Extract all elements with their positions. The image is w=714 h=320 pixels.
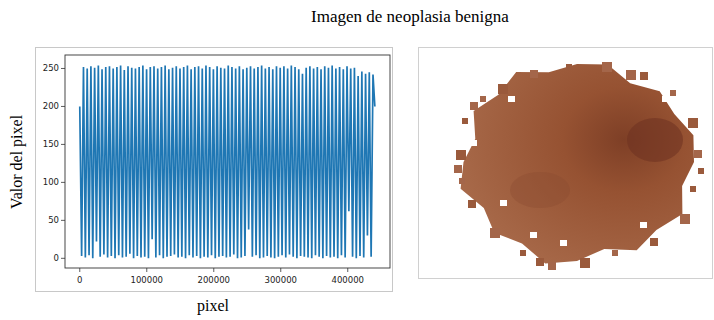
lesion-gap (470, 140, 477, 146)
lesion-fringe (688, 118, 698, 128)
lesion-gap (530, 232, 537, 238)
y-axis-label: Valor del pixel (8, 114, 26, 209)
lesion-fringe (690, 186, 696, 192)
lesion-fringe (698, 168, 704, 174)
lesion-fringe (498, 84, 508, 94)
x-tick (280, 268, 281, 272)
lesion-gap (690, 204, 697, 210)
lesion-dark-spot (627, 118, 683, 162)
lesion-fringe (470, 102, 478, 110)
lesion-gap (662, 96, 669, 102)
title: Imagen de neoplasia benigna (311, 7, 509, 26)
y-tick-label: 200 (43, 101, 59, 111)
lesion-gap (640, 222, 647, 228)
lesion-fringe (456, 150, 466, 160)
x-tick-label: 200000 (198, 275, 230, 285)
y-tick-label: 100 (43, 177, 59, 187)
y-tick-label: 0 (54, 253, 59, 263)
lesion-fringe (459, 178, 465, 184)
y-tick-label: 250 (43, 63, 59, 73)
lesion-fringe (530, 70, 538, 78)
lesion-fringe (454, 165, 462, 173)
lesion-fringe (602, 62, 612, 72)
chart-panel (36, 48, 393, 292)
lesion (461, 64, 694, 263)
axes-frame (65, 55, 390, 268)
figure: Imagen de neoplasia benigna 0 100000 200000… (0, 0, 714, 320)
lesion-fringe (462, 118, 468, 124)
plot-area (80, 65, 375, 258)
lesion-gap (508, 96, 515, 102)
x-tick (146, 268, 147, 272)
x-tick (213, 268, 214, 272)
y-tick (61, 144, 65, 145)
x-tick-label: 0 (77, 275, 82, 285)
lesion-gap (500, 200, 507, 206)
y-tick (61, 258, 65, 259)
lesion-fringe (640, 72, 648, 80)
lesion-gap (560, 240, 567, 246)
lesion-fringe (626, 70, 636, 80)
pixel-line (80, 65, 375, 258)
lesion-fringe (548, 262, 556, 270)
x-tick (347, 268, 348, 272)
lesion-fringe (566, 64, 572, 70)
lesion-fringe (670, 90, 676, 96)
lesion-fringe (694, 150, 702, 158)
lesion-fringe (480, 96, 486, 102)
lesion-fringe (520, 250, 526, 256)
y-tick (61, 220, 65, 221)
y-tick (61, 182, 65, 183)
lesion-fringe (680, 214, 690, 224)
x-axis-label: pixel (197, 297, 230, 315)
x-tick (79, 268, 80, 272)
y-tick-label: 50 (48, 215, 59, 225)
x-tick-label: 100000 (131, 275, 163, 285)
y-tick (61, 68, 65, 69)
x-tick-label: 400000 (332, 275, 364, 285)
y-tick-label: 150 (43, 139, 59, 149)
lesion-fringe (580, 258, 590, 268)
photo-panel (419, 48, 713, 279)
lesion-fringe (650, 238, 658, 246)
x-tick-label: 300000 (265, 275, 297, 285)
lesion-fringe (468, 200, 476, 208)
y-tick (61, 106, 65, 107)
lesion-shade (510, 172, 570, 208)
lesion-fringe (536, 258, 544, 266)
lesion-fringe (490, 228, 500, 238)
lesion-fringe (612, 250, 618, 256)
